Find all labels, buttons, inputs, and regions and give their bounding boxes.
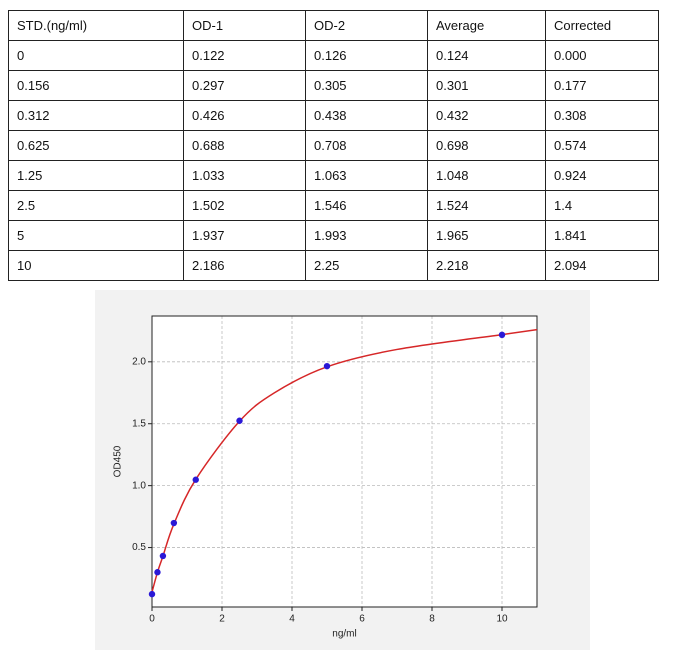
table-cell: 2.218: [427, 250, 546, 281]
data-point: [154, 569, 161, 576]
data-point: [192, 476, 199, 483]
data-point: [236, 417, 243, 424]
data-point: [159, 552, 167, 560]
table-cell: 0.126: [305, 40, 428, 71]
x-tick-label: 4: [289, 614, 295, 625]
table-cell: 0.924: [545, 160, 659, 191]
table-cell: 0.312: [8, 100, 184, 131]
table-cell: 1.841: [545, 220, 659, 251]
table-cell: OD-1: [183, 10, 306, 41]
table-cell: 2.186: [183, 250, 306, 281]
y-tick-label: 1.5: [132, 418, 146, 429]
x-axis-label: ng/ml: [332, 629, 356, 640]
plot-area: [152, 316, 537, 607]
x-tick-label: 6: [359, 614, 365, 625]
data-point: [148, 590, 156, 598]
table-cell: 1.4: [545, 190, 659, 221]
y-tick-label: 1.0: [132, 480, 146, 491]
y-tick-label: 0.5: [132, 542, 146, 553]
table-cell: 10: [8, 250, 184, 281]
x-tick-label: 0: [149, 614, 155, 625]
table-cell: 1.048: [427, 160, 546, 191]
table-cell: 2.25: [305, 250, 428, 281]
standard-table: STD.(ng/ml) OD-1 OD-2 Average Corrected 0 0.12…: [8, 10, 659, 281]
table-row: 0 0.122 0.126 0.124 0.000: [8, 40, 659, 71]
table-cell: 0.305: [305, 70, 428, 101]
data-point: [170, 519, 178, 527]
table-row: 5 1.937 1.993 1.965 1.841: [8, 220, 659, 251]
x-tick-label: 8: [429, 614, 435, 625]
table-cell: 2.5: [8, 190, 184, 221]
table-cell: 0.438: [305, 100, 428, 131]
table-row: 10 2.186 2.25 2.218 2.094: [8, 250, 659, 281]
table-cell: 0.688: [183, 130, 306, 161]
table-cell: 0.432: [427, 100, 546, 131]
table-cell: 1.993: [305, 220, 428, 251]
header-row: STD.(ng/ml) OD-1 OD-2 Average Corrected: [8, 10, 659, 41]
x-tick-label: 10: [496, 614, 508, 625]
data-point: [323, 362, 331, 370]
table-cell: Corrected: [545, 10, 659, 41]
table-cell: Average: [427, 10, 546, 41]
table-cell: STD.(ng/ml): [8, 10, 184, 41]
x-tick-label: 2: [219, 614, 225, 625]
table-cell: 0.301: [427, 70, 546, 101]
table-row: 0.312 0.426 0.438 0.432 0.308: [8, 100, 659, 131]
y-axis-label: OD450: [113, 445, 124, 477]
table-cell: 0.122: [183, 40, 306, 71]
table-cell: 2.094: [545, 250, 659, 281]
plot-frame: [151, 315, 538, 608]
y-tick-label: 2.0: [132, 356, 146, 367]
table-cell: 0.698: [427, 130, 546, 161]
table-cell: 1.033: [183, 160, 306, 191]
data-point: [498, 331, 506, 339]
